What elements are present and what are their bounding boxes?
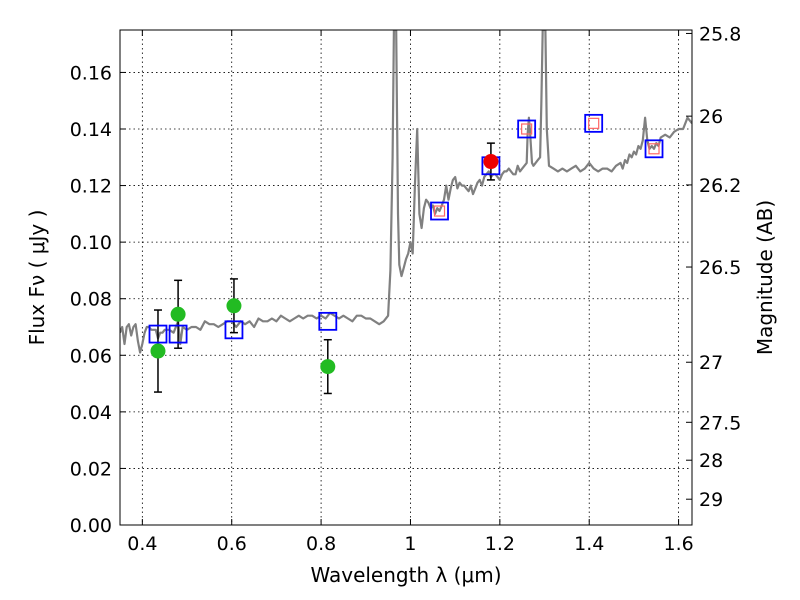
x-axis-label: Wavelength λ (μm) bbox=[310, 563, 501, 587]
x-tick-label: 1.2 bbox=[485, 533, 515, 555]
data-point bbox=[320, 359, 336, 375]
x-tick-label: 1.4 bbox=[574, 533, 604, 555]
y-tick-label: 0.04 bbox=[70, 402, 112, 424]
y2-tick-label: 26.2 bbox=[699, 175, 741, 197]
model-photometry-square bbox=[318, 311, 338, 331]
y2-tick-label: 26 bbox=[699, 106, 723, 128]
model-photometry-inner-square bbox=[521, 123, 533, 135]
y-tick-label: 0.12 bbox=[70, 176, 112, 198]
y2-tick-label: 28 bbox=[699, 450, 723, 472]
y2-axis-label: Magnitude (AB) bbox=[753, 200, 777, 355]
y-axis-label: Flux Fν ( μJy ) bbox=[25, 210, 49, 346]
plot-frame bbox=[119, 29, 693, 526]
y-tick-label: 0.14 bbox=[70, 119, 112, 141]
y2-tick-label: 29 bbox=[699, 489, 723, 511]
x-tick-label: 0.8 bbox=[306, 533, 336, 555]
model-photometry-square bbox=[168, 324, 188, 344]
x-tick-label: 0.4 bbox=[127, 533, 157, 555]
y2-tick-label: 25.8 bbox=[699, 23, 741, 45]
data-point bbox=[170, 306, 186, 322]
model-photometry-square bbox=[644, 139, 664, 159]
x-tick-label: 1.6 bbox=[663, 533, 693, 555]
y-tick-label: 0.00 bbox=[70, 515, 112, 537]
y-tick-label: 0.16 bbox=[70, 62, 112, 84]
model-photometry-square bbox=[584, 113, 604, 133]
model-photometry-inner-square bbox=[648, 143, 660, 155]
y2-tick-label: 27 bbox=[699, 352, 723, 374]
y2-tick-label: 26.5 bbox=[699, 257, 741, 279]
y-tick-label: 0.10 bbox=[70, 232, 112, 254]
y-tick-label: 0.08 bbox=[70, 289, 112, 311]
model-photometry-square bbox=[430, 201, 449, 221]
model-photometry-square bbox=[148, 324, 168, 344]
model-photometry-square bbox=[224, 320, 244, 340]
spectrum-line bbox=[120, 30, 692, 354]
data-point bbox=[150, 343, 166, 359]
plot-content bbox=[120, 30, 692, 395]
y2-tick-label: 27.5 bbox=[699, 412, 741, 434]
y-tick-label: 0.02 bbox=[70, 458, 112, 480]
data-point bbox=[483, 154, 499, 170]
x-tick-label: 1 bbox=[404, 533, 416, 555]
x-tick-label: 0.6 bbox=[217, 533, 247, 555]
model-photometry-inner-square bbox=[433, 205, 446, 217]
axis-ticks: 0.4 0.6 0.8 1 1.2 1.4 1.6 0.00 0.02 0.04 0.06 0.08 0… bbox=[70, 23, 742, 555]
grid bbox=[120, 30, 692, 526]
model-photometry-square bbox=[517, 119, 537, 139]
model-photometry-inner-square bbox=[588, 117, 600, 129]
data-point bbox=[226, 298, 242, 314]
y-tick-label: 0.06 bbox=[70, 345, 112, 367]
